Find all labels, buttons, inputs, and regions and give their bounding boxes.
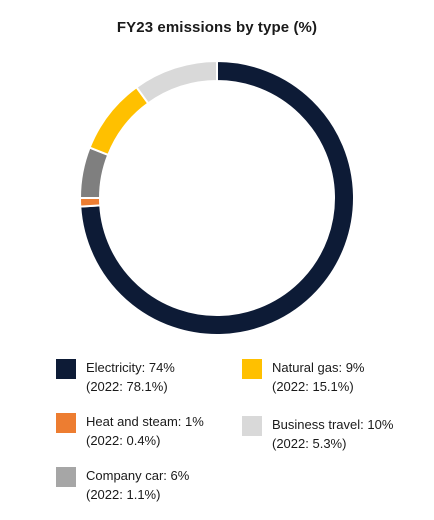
legend-swatch-company-car [56,467,76,487]
legend-sub-company-car: (2022: 1.1%) [86,487,161,502]
donut-slice-electricity [79,59,355,336]
legend-label-electricity: Electricity: 74% [86,360,175,375]
legend-label-heat-and-steam: Heat and steam: 1% [86,414,204,429]
donut-slice-natural-gas [88,85,150,157]
donut-slice-business-travel [135,59,218,105]
donut-slice-company-car [78,146,110,199]
legend-sub-natural-gas: (2022: 15.1%) [272,379,354,394]
legend-swatch-electricity [56,359,76,379]
legend-item-company-car: Company car: 6% (2022: 1.1%) [56,466,189,504]
legend-label-business-travel: Business travel: 10% [272,417,394,432]
donut-slice-heat-and-steam [78,197,102,208]
legend-sub-heat-and-steam: (2022: 0.4%) [86,433,161,448]
legend-item-natural-gas: Natural gas: 9% (2022: 15.1%) [242,358,365,396]
legend-sub-electricity: (2022: 78.1%) [86,379,168,394]
donut-chart [78,59,355,336]
legend-label-company-car: Company car: 6% [86,468,190,483]
legend-swatch-natural-gas [242,359,262,379]
legend-item-business-travel: Business travel: 10% (2022: 5.3%) [242,415,393,453]
legend-swatch-heat-and-steam [56,413,76,433]
chart-title: FY23 emissions by type (%) [116,19,318,36]
legend-label-natural-gas: Natural gas: 9% [272,360,365,375]
legend-item-electricity: Electricity: 74% (2022: 78.1%) [56,358,175,396]
legend-sub-business-travel: (2022: 5.3%) [272,436,347,451]
legend-swatch-business-travel [242,416,262,436]
legend-item-heat-and-steam: Heat and steam: 1% (2022: 0.4%) [56,412,204,450]
